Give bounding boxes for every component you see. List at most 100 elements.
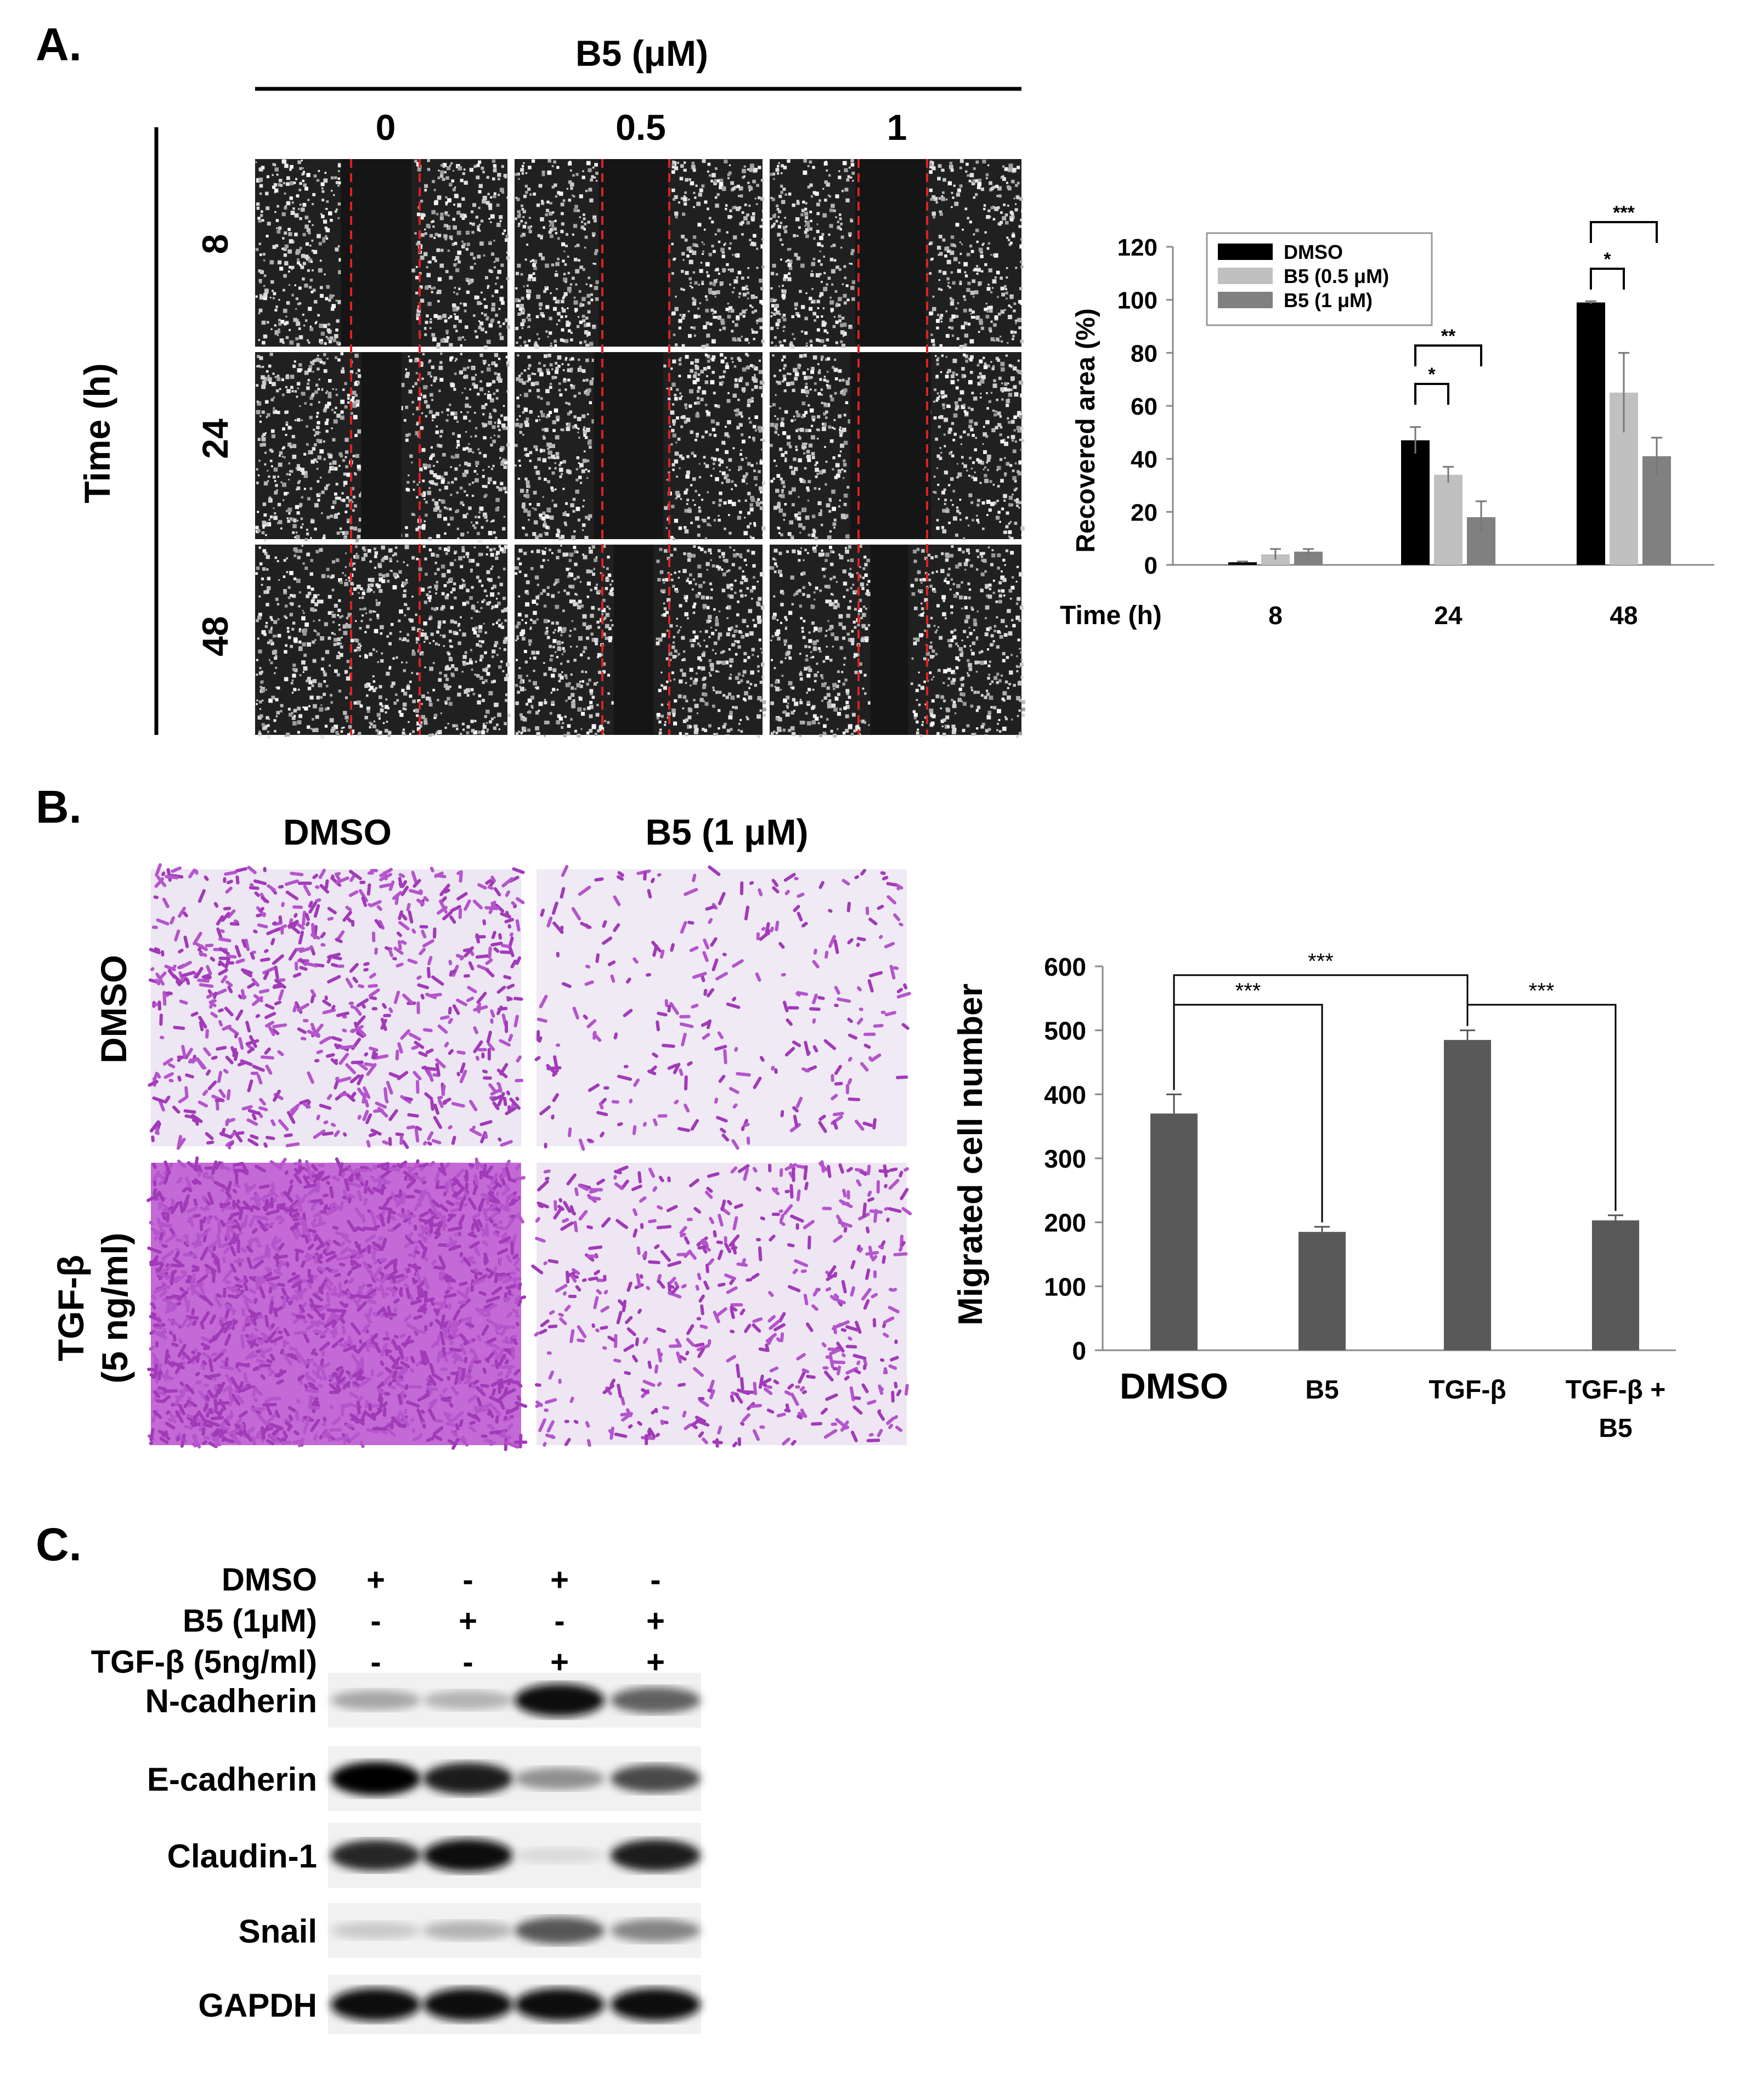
wound-image <box>255 159 510 349</box>
blot-band <box>331 1840 421 1871</box>
transwell-image <box>146 1156 528 1451</box>
chart-a-y-tick-label: 0 <box>1144 552 1158 579</box>
transwell-image <box>534 864 911 1151</box>
blot-band <box>423 1839 513 1872</box>
chart-a-y-tick-label: 60 <box>1131 393 1158 420</box>
blot-strip <box>328 1903 701 1958</box>
condition-sign: + <box>550 1562 569 1598</box>
chart-a-y-tick-label: 20 <box>1131 499 1158 526</box>
dose-label-1: 0.5 <box>616 107 666 148</box>
chart-a-y-tick-label: 40 <box>1131 446 1158 473</box>
chart-b-x-tick-label: B5 <box>1305 1376 1339 1405</box>
transwell-image <box>530 1160 912 1448</box>
chart-a-y-tick-label: 120 <box>1117 234 1158 261</box>
chart-a-bar <box>1577 303 1605 565</box>
chart-b-y-tick-label: 300 <box>1044 1145 1086 1173</box>
condition-sign: + <box>646 1603 665 1639</box>
blot-band <box>515 1917 605 1944</box>
wound-image <box>515 159 765 349</box>
time-label-48: 48 <box>195 616 235 656</box>
condition-sign: - <box>650 1562 660 1598</box>
wound-gap <box>855 159 926 347</box>
protein-label: N-cadherin <box>145 1683 317 1719</box>
wound-image <box>770 352 1025 540</box>
chart-b-y-tick-label: 100 <box>1044 1272 1086 1301</box>
chart-a-significance-bracket <box>1591 222 1657 243</box>
chart-a-xlabel: Time (h) <box>1060 601 1162 630</box>
blot-band <box>611 1687 701 1713</box>
chart-b-x-tick-label: DMSO <box>1120 1366 1228 1406</box>
chart-b-ylabel: Migrated cell number <box>952 983 990 1326</box>
chart-a-significance-label: * <box>1428 364 1436 385</box>
chart-b-significance-label: *** <box>1529 979 1555 1003</box>
row-header-tgfb-line1: TGF-β <box>50 1255 91 1361</box>
time-label-8: 8 <box>195 234 235 254</box>
blot-band <box>423 1691 513 1710</box>
chart-a-legend-swatch <box>1218 268 1273 284</box>
blot-band <box>515 1988 605 2021</box>
protein-label: E-cadherin <box>147 1761 317 1798</box>
blot-band <box>515 1768 605 1790</box>
blot-band <box>611 1839 701 1871</box>
dose-label-0: 0 <box>376 107 396 148</box>
condition-label: B5 (1μM) <box>183 1603 317 1639</box>
chart-b-x-tick-label: TGF-β <box>1429 1376 1506 1405</box>
blot-strip <box>328 1975 701 2034</box>
wound-gap <box>871 545 908 735</box>
chart-a-significance-bracket <box>1415 384 1448 405</box>
chart-a-significance-label: *** <box>1613 202 1635 223</box>
wound-healing-image-grid <box>255 159 1025 739</box>
blot-strip <box>328 1823 701 1888</box>
wound-image <box>770 545 1025 739</box>
chart-a-legend-swatch <box>1218 292 1273 308</box>
panel-c: C. DMSO+-+-B5 (1μM)-+-+TGF-β (5ng/ml)--+… <box>36 1519 701 2034</box>
wound-gap <box>361 352 402 539</box>
blot-strip <box>328 1673 701 1728</box>
col-header-b5: B5 (1 μM) <box>645 812 808 852</box>
blot-band <box>423 1763 513 1795</box>
chart-a-x-tick-label: 24 <box>1434 601 1463 630</box>
chart-b-bar <box>1592 1220 1639 1350</box>
chart-a-significance-label: * <box>1604 249 1611 270</box>
wound-image <box>515 545 766 739</box>
chart-b-significance-bracket <box>1174 975 1467 1090</box>
migrated-cell-chart: Migrated cell number 0100200300400500600… <box>952 949 1676 1443</box>
row-header-tgfb-line2: (5 ng/ml) <box>94 1233 135 1384</box>
chart-a-bar <box>1434 475 1463 565</box>
panel-b: B. DMSO B5 (1 μM) DMSO TGF-β (5 ng/ml) M… <box>36 781 1676 1451</box>
chart-a-y-tick-label: 80 <box>1131 340 1158 367</box>
condition-label: TGF-β (5ng/ml) <box>91 1644 317 1680</box>
blot-band <box>331 1762 421 1796</box>
condition-sign: + <box>459 1603 477 1639</box>
condition-sign: + <box>366 1562 385 1598</box>
wound-image <box>515 352 766 540</box>
row-header-dmso: DMSO <box>93 955 134 1063</box>
chart-a-significance-label: ** <box>1441 326 1456 347</box>
recovered-area-chart: Recovered area (%) Time (h) 020406080100… <box>1060 202 1714 630</box>
chart-b-significance-label: *** <box>1308 949 1334 973</box>
blot-band <box>331 1988 421 2021</box>
chart-a-x-tick-label: 48 <box>1610 601 1638 630</box>
chart-a-legend-swatch <box>1218 244 1273 260</box>
condition-sign: - <box>554 1603 564 1639</box>
chart-b-y-tick-label: 500 <box>1044 1017 1086 1045</box>
blot-band <box>331 1922 421 1939</box>
panel-a: A. B5 (μM) 0 0.5 1 Time (h) 8 24 48 Reco… <box>36 19 1714 739</box>
time-axis-label: Time (h) <box>77 363 117 503</box>
chart-a-legend-label: B5 (0.5 μM) <box>1284 265 1389 287</box>
condition-sign: - <box>462 1562 473 1598</box>
blot-band <box>423 1921 513 1940</box>
wound-gap <box>850 352 931 539</box>
condition-label: DMSO <box>222 1562 317 1598</box>
wound-gap <box>614 545 653 735</box>
protein-label: Claudin-1 <box>167 1838 317 1875</box>
blot-band <box>515 1848 605 1864</box>
dose-label-2: 1 <box>887 107 907 148</box>
wound-gap <box>594 352 664 539</box>
transwell-image <box>148 863 526 1151</box>
chart-b-bar <box>1150 1113 1198 1350</box>
condition-sign: - <box>370 1603 381 1639</box>
panel-a-label: A. <box>36 19 82 70</box>
